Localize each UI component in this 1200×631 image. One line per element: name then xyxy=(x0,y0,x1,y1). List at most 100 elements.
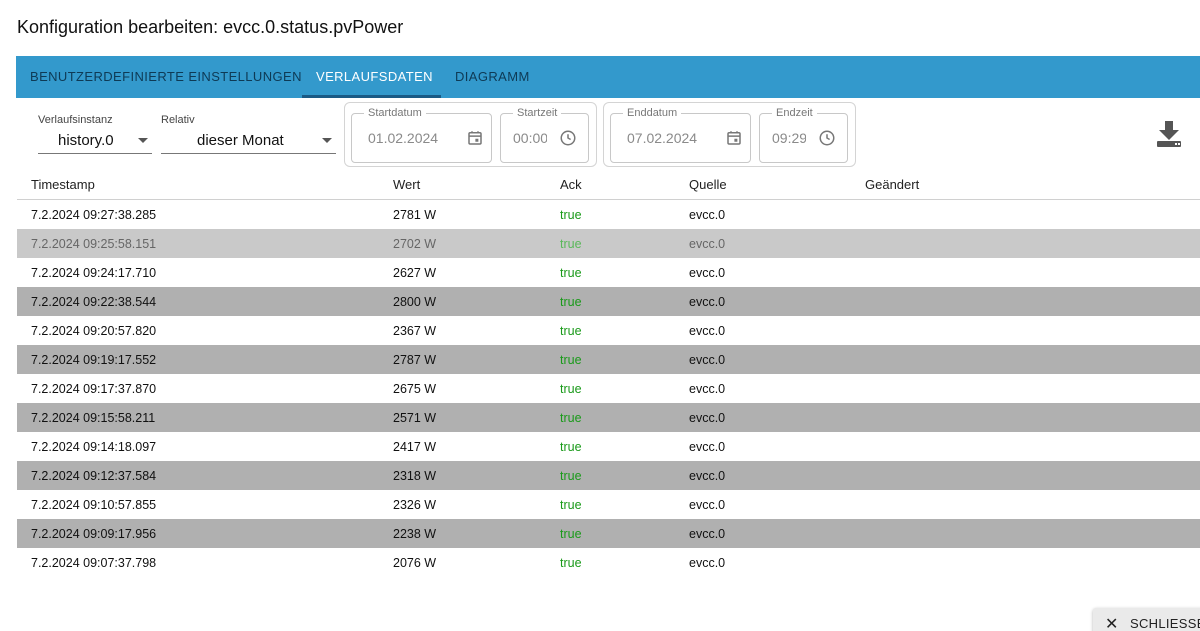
table-row[interactable]: 7.2.2024 09:07:37.798 2076 W true evcc.0 xyxy=(17,548,1200,577)
table-row[interactable]: 7.2.2024 09:14:18.097 2417 W true evcc.0 xyxy=(17,432,1200,461)
start-date-label: Startdatum xyxy=(364,107,426,119)
cell-source: evcc.0 xyxy=(689,527,726,541)
cell-value: 2238 W xyxy=(393,527,437,541)
calendar-icon[interactable] xyxy=(466,129,484,147)
table-header: Timestamp Wert Ack Quelle Geändert xyxy=(17,168,1200,200)
cell-ack: true xyxy=(560,382,582,396)
relative-select-value: dieser Monat xyxy=(197,132,284,149)
table-row[interactable]: 7.2.2024 09:24:17.710 2627 W true evcc.0 xyxy=(17,258,1200,287)
cell-ack: true xyxy=(560,411,582,425)
table-row[interactable]: 7.2.2024 09:15:58.211 2571 W true evcc.0 xyxy=(17,403,1200,432)
cell-value: 2326 W xyxy=(393,498,437,512)
column-source[interactable]: Quelle xyxy=(689,177,727,192)
column-ack[interactable]: Ack xyxy=(560,177,582,192)
start-time-value: 00:00 xyxy=(513,130,547,146)
cell-value: 2076 W xyxy=(393,556,437,570)
cell-ack: true xyxy=(560,266,582,280)
close-button[interactable]: ✕ SCHLIESSEN xyxy=(1093,608,1200,631)
calendar-icon[interactable] xyxy=(725,129,743,147)
column-value[interactable]: Wert xyxy=(393,177,421,192)
close-icon: ✕ xyxy=(1105,616,1119,631)
table-row[interactable]: 7.2.2024 09:10:57.855 2326 W true evcc.0 xyxy=(17,490,1200,519)
cell-ack: true xyxy=(560,498,582,512)
tab-bar: BENUTZERDEFINIERTE EINSTELLUNGEN VERLAUF… xyxy=(16,56,1200,98)
cell-timestamp: 7.2.2024 09:09:17.956 xyxy=(31,527,157,541)
cell-timestamp: 7.2.2024 09:17:37.870 xyxy=(31,382,157,396)
end-date-label: Enddatum xyxy=(623,107,682,119)
cell-ack: true xyxy=(560,556,582,570)
instance-select[interactable]: history.0 xyxy=(38,128,152,154)
table-row[interactable]: 7.2.2024 09:22:38.544 2800 W true evcc.0 xyxy=(17,287,1200,316)
table-row[interactable]: 7.2.2024 09:19:17.552 2787 W true evcc.0 xyxy=(17,345,1200,374)
cell-source: evcc.0 xyxy=(689,556,726,570)
start-date-field[interactable]: Startdatum 01.02.2024 xyxy=(351,107,492,163)
end-time-label: Endzeit xyxy=(772,107,817,119)
end-time-field[interactable]: Endzeit 09:29 xyxy=(759,107,848,163)
download-icon[interactable] xyxy=(1156,120,1182,148)
cell-source: evcc.0 xyxy=(689,353,726,367)
cell-value: 2675 W xyxy=(393,382,437,396)
column-timestamp[interactable]: Timestamp xyxy=(31,177,95,192)
table-row[interactable]: 7.2.2024 09:25:58.151 2702 W true evcc.0 xyxy=(17,229,1200,258)
cell-timestamp: 7.2.2024 09:24:17.710 xyxy=(31,266,157,280)
cell-ack: true xyxy=(560,237,582,251)
cell-ack: true xyxy=(560,353,582,367)
clock-icon[interactable] xyxy=(559,129,577,147)
instance-select-value: history.0 xyxy=(58,132,114,149)
relative-select[interactable]: dieser Monat xyxy=(161,128,336,154)
table-row[interactable]: 7.2.2024 09:20:57.820 2367 W true evcc.0 xyxy=(17,316,1200,345)
table-row[interactable]: 7.2.2024 09:12:37.584 2318 W true evcc.0 xyxy=(17,461,1200,490)
cell-source: evcc.0 xyxy=(689,382,726,396)
table-row[interactable]: 7.2.2024 09:17:37.870 2675 W true evcc.0 xyxy=(17,374,1200,403)
relative-label: Relativ xyxy=(161,114,195,126)
cell-value: 2367 W xyxy=(393,324,437,338)
cell-source: evcc.0 xyxy=(689,208,726,222)
cell-source: evcc.0 xyxy=(689,237,726,251)
cell-ack: true xyxy=(560,469,582,483)
close-button-label: SCHLIESSEN xyxy=(1130,616,1200,631)
tab-custom-settings[interactable]: BENUTZERDEFINIERTE EINSTELLUNGEN xyxy=(30,69,302,84)
tab-chart[interactable]: DIAGRAMM xyxy=(455,69,530,84)
cell-timestamp: 7.2.2024 09:22:38.544 xyxy=(31,295,157,309)
end-date-field[interactable]: Enddatum 07.02.2024 xyxy=(610,107,751,163)
end-time-value: 09:29 xyxy=(772,130,806,146)
cell-source: evcc.0 xyxy=(689,440,726,454)
cell-ack: true xyxy=(560,527,582,541)
cell-value: 2781 W xyxy=(393,208,437,222)
cell-source: evcc.0 xyxy=(689,266,726,280)
end-range-group xyxy=(603,102,856,167)
cell-ack: true xyxy=(560,208,582,222)
cell-timestamp: 7.2.2024 09:20:57.820 xyxy=(31,324,157,338)
cell-ack: true xyxy=(560,324,582,338)
cell-timestamp: 7.2.2024 09:14:18.097 xyxy=(31,440,157,454)
cell-source: evcc.0 xyxy=(689,295,726,309)
cell-timestamp: 7.2.2024 09:07:37.798 xyxy=(31,556,157,570)
start-date-value: 01.02.2024 xyxy=(368,130,439,146)
cell-timestamp: 7.2.2024 09:19:17.552 xyxy=(31,353,157,367)
cell-value: 2417 W xyxy=(393,440,437,454)
active-tab-indicator xyxy=(302,95,441,98)
tab-history-data[interactable]: VERLAUFSDATEN xyxy=(316,69,433,84)
start-range-group xyxy=(344,102,597,167)
start-time-field[interactable]: Startzeit 00:00 xyxy=(500,107,589,163)
table-row[interactable]: 7.2.2024 09:09:17.956 2238 W true evcc.0 xyxy=(17,519,1200,548)
end-date-value: 07.02.2024 xyxy=(627,130,698,146)
column-changed[interactable]: Geändert xyxy=(865,177,920,192)
table-row[interactable]: 7.2.2024 09:27:38.285 2781 W true evcc.0 xyxy=(17,200,1200,229)
cell-source: evcc.0 xyxy=(689,411,726,425)
cell-value: 2627 W xyxy=(393,266,437,280)
instance-label: Verlaufsinstanz xyxy=(38,114,113,126)
clock-icon[interactable] xyxy=(818,129,836,147)
cell-value: 2571 W xyxy=(393,411,437,425)
cell-value: 2800 W xyxy=(393,295,437,309)
dialog-title: Konfiguration bearbeiten: evcc.0.status.… xyxy=(17,17,404,37)
cell-value: 2318 W xyxy=(393,469,437,483)
cell-ack: true xyxy=(560,440,582,454)
chevron-down-icon xyxy=(322,138,332,143)
cell-timestamp: 7.2.2024 09:12:37.584 xyxy=(31,469,157,483)
start-time-label: Startzeit xyxy=(513,107,562,119)
cell-value: 2787 W xyxy=(393,353,437,367)
cell-timestamp: 7.2.2024 09:25:58.151 xyxy=(31,237,157,251)
cell-source: evcc.0 xyxy=(689,469,726,483)
cell-timestamp: 7.2.2024 09:15:58.211 xyxy=(31,411,156,425)
